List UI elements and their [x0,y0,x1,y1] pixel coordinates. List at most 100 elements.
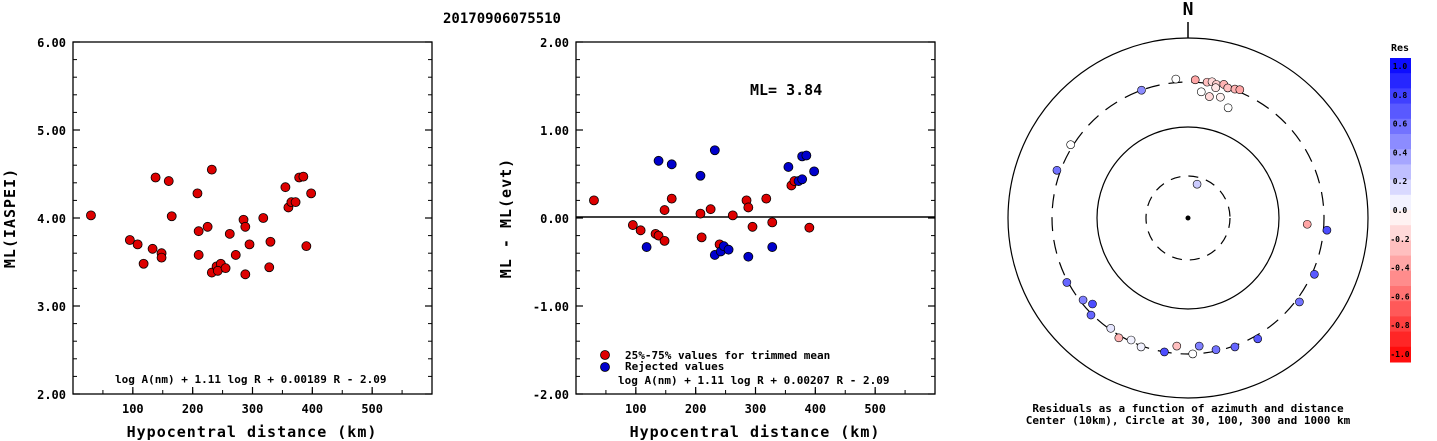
station-point [1171,74,1181,84]
station-point [1211,345,1221,354]
station-point [1188,349,1198,359]
y-tick-label: -2.00 [533,388,569,402]
legend-rejected-label: Rejected values [625,360,724,373]
ring-1000km [1007,37,1369,399]
station-point [1078,295,1088,305]
rejected-point [801,150,812,161]
y-tick-label: 3.00 [37,300,66,314]
colorbar-cell [1390,73,1411,89]
station-point [1106,323,1116,333]
station-point [1062,278,1072,287]
data-point [240,269,251,280]
x-tick-label: 200 [182,402,204,416]
colorbar-cell [1390,179,1411,196]
data-point [280,182,291,193]
y-tick-label: 4.00 [37,212,66,226]
figure-title: 20170906075510 [443,11,561,27]
station-point [1194,341,1204,351]
data-point [306,188,317,199]
y-tick-label: 6.00 [37,36,66,50]
colorbar-cell [1390,240,1411,257]
station-point [1253,334,1263,344]
data-point [147,243,158,254]
data-point [265,236,276,247]
station-point [1196,87,1206,97]
colorbar-cell [1390,164,1411,181]
station-point [1136,342,1146,352]
colorbar-tick-label: 0.6 [1393,120,1408,129]
colorbar-cell [1390,225,1411,241]
rejected-point [709,145,720,156]
plot2-formula: log A(nm) + 1.11 log R + 0.00207 R - 2.0… [618,374,890,387]
y-tick-label: 0.00 [540,212,569,226]
y-tick-label: 2.00 [37,388,66,402]
plot2-xlabel: Hypocentral distance (km) [630,423,881,441]
x-tick-label: 300 [242,402,264,416]
station-point [1086,310,1096,320]
colorbar-cell [1390,88,1411,105]
trimmed-point [627,220,638,230]
trimmed-point [659,205,670,215]
trimmed-point [743,202,754,213]
colorbar-tick-label: -0.6 [1390,292,1409,301]
data-point [86,210,96,221]
data-point [166,211,177,222]
station-point [1310,269,1319,279]
station-point [1322,225,1332,235]
colorbar-tick-label: 0.2 [1393,177,1408,186]
colorbar-cell [1390,255,1411,272]
station-point [1223,83,1233,93]
colorbar-tick-label: -0.4 [1390,264,1409,273]
data-point [240,221,251,232]
colorbar-cell [1390,270,1411,287]
north-label: N [1183,0,1194,20]
station-point [1052,165,1062,175]
colorbar-cell [1390,286,1411,302]
ring-300km [1051,81,1325,355]
data-point [193,250,204,260]
data-point [224,228,235,239]
rejected-point [797,174,808,185]
x-tick-label: 100 [625,402,647,416]
x-tick-label: 500 [361,402,383,416]
station-point [1192,179,1202,189]
data-point [258,213,269,223]
data-point [264,262,275,273]
data-point [192,188,203,199]
colorbar-tick-label: -0.2 [1390,235,1409,244]
station-point [1211,83,1220,93]
plot1-xlabel: Hypocentral distance (km) [127,423,378,441]
data-point [150,172,161,183]
data-point [298,171,309,182]
station-point [1066,140,1075,149]
colorbar-cell [1390,118,1411,135]
polar-caption-line1: Residuals as a function of azimuth and d… [1032,402,1344,415]
x-tick-label: 300 [745,402,767,416]
ml-annotation: ML= 3.84 [750,81,822,99]
colorbar-cell [1390,194,1411,211]
colorbar-cell [1390,134,1411,150]
y-tick-label: -1.00 [533,300,569,314]
rejected-point [666,159,677,170]
legend-trimmed-label: 25%-75% values for trimmed mean [625,349,830,362]
data-point [163,176,174,186]
legend-trimmed-marker [600,350,610,360]
plot1-frame [72,41,433,395]
data-point [230,250,241,260]
x-tick-label: 400 [301,402,323,416]
plot1-ylabel: ML(IASPEI) [1,168,19,268]
residual-colorbar: Res 1.0 0.8 0.6 0.4 0.2 0.0 -0.2 -0.4 -0.6 -0.8 -1… [1390,43,1411,363]
plot2-ylabel: ML - ML(evt) [497,158,515,278]
colorbar-tick-label: 0.4 [1393,148,1408,157]
y-tick-label: 2.00 [540,36,569,50]
trimmed-point [666,193,677,204]
data-point [132,239,143,250]
y-tick-label: 5.00 [37,124,66,138]
data-point [220,263,231,274]
station-point [1235,85,1245,95]
legend-rejected-marker [600,362,610,372]
station-point [1216,92,1225,102]
station-point [1205,92,1214,101]
colorbar-cell [1390,346,1411,363]
trimmed-point [747,221,758,232]
